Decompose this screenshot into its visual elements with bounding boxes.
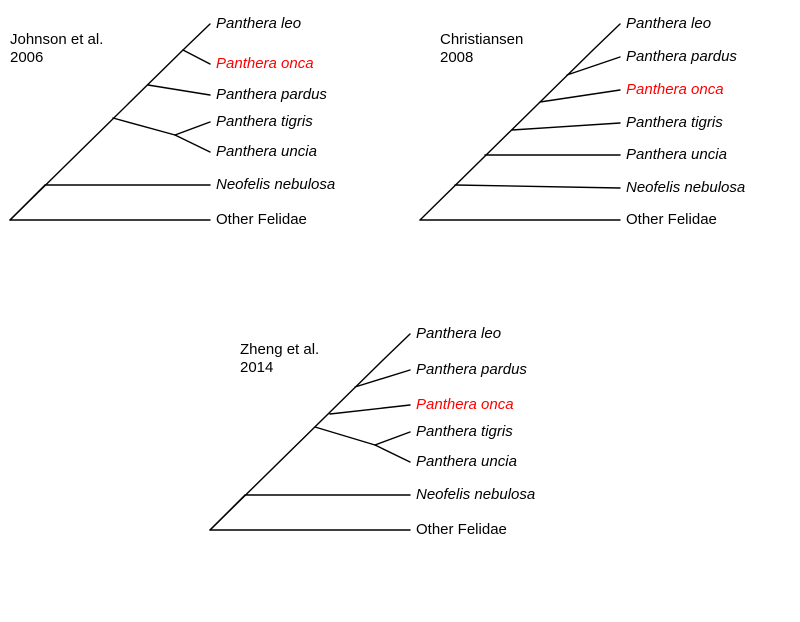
- branch-zheng: [375, 432, 410, 445]
- branch-christiansen: [593, 24, 620, 50]
- branch-zheng: [383, 334, 410, 360]
- author-label-christiansen: Christiansen: [440, 31, 523, 48]
- edge-zheng: [315, 427, 375, 445]
- branch-johnson: [183, 24, 210, 50]
- taxon-label: Panthera tigris: [626, 114, 723, 131]
- taxon-label: Panthera leo: [216, 15, 301, 32]
- edge-zheng: [210, 495, 245, 530]
- branch-christiansen: [567, 57, 620, 75]
- taxon-label: Panthera leo: [626, 15, 711, 32]
- branch-christiansen: [512, 123, 620, 130]
- taxon-label: Neofelis nebulosa: [216, 176, 335, 193]
- author-label-zheng: 2014: [240, 359, 273, 376]
- taxon-label: Neofelis nebulosa: [626, 179, 745, 196]
- taxon-label: Other Felidae: [626, 211, 717, 228]
- branch-zheng: [330, 405, 410, 414]
- taxon-label: Panthera uncia: [416, 453, 517, 470]
- author-label-johnson: 2006: [10, 49, 43, 66]
- edge-johnson: [113, 118, 175, 135]
- taxon-label: Panthera onca: [626, 81, 724, 98]
- branch-zheng: [375, 445, 410, 462]
- taxon-label: Other Felidae: [216, 211, 307, 228]
- branch-johnson: [183, 50, 210, 64]
- taxon-label: Panthera onca: [416, 396, 514, 413]
- edge-johnson: [10, 185, 45, 220]
- branch-johnson: [175, 135, 210, 152]
- taxon-label: Panthera tigris: [416, 423, 513, 440]
- taxon-label: Panthera uncia: [626, 146, 727, 163]
- author-label-johnson: Johnson et al.: [10, 31, 103, 48]
- taxon-label: Panthera tigris: [216, 113, 313, 130]
- taxon-label: Other Felidae: [416, 521, 507, 538]
- taxon-label: Panthera leo: [416, 325, 501, 342]
- branch-christiansen: [540, 90, 620, 102]
- taxon-label: Neofelis nebulosa: [416, 486, 535, 503]
- author-label-zheng: Zheng et al.: [240, 341, 319, 358]
- author-label-christiansen: 2008: [440, 49, 473, 66]
- taxon-label: Panthera pardus: [216, 86, 327, 103]
- taxon-label: Panthera pardus: [626, 48, 737, 65]
- taxon-label: Panthera pardus: [416, 361, 527, 378]
- taxon-label: Panthera onca: [216, 55, 314, 72]
- branch-johnson: [175, 122, 210, 135]
- branch-christiansen: [455, 185, 620, 188]
- taxon-label: Panthera uncia: [216, 143, 317, 160]
- phylogeny-figure: Johnson et al.2006 Panthera leo Panthera o…: [0, 0, 800, 622]
- branch-johnson: [148, 85, 210, 95]
